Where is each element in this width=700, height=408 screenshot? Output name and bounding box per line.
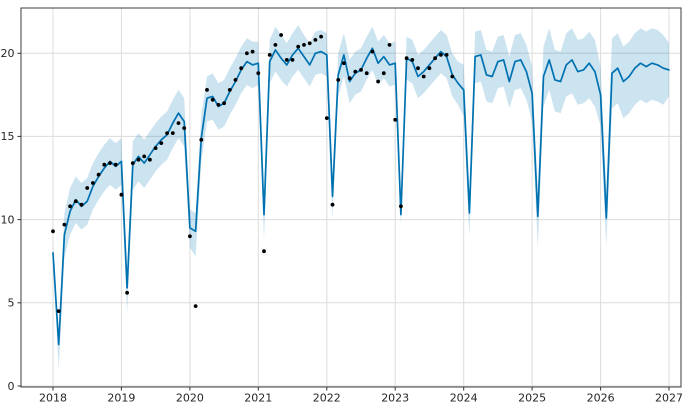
x-tick-label: 2023 <box>381 392 409 405</box>
plot-frame <box>20 7 682 388</box>
observed-point <box>188 234 192 239</box>
observed-point <box>296 44 301 49</box>
observed-point <box>233 78 238 82</box>
observed-point <box>450 74 455 79</box>
observed-point <box>444 53 449 57</box>
observed-point <box>284 58 289 62</box>
observed-point <box>153 146 158 151</box>
observed-point <box>399 204 403 209</box>
observed-point <box>239 66 244 71</box>
observed-point <box>176 121 181 125</box>
observed-point <box>79 202 84 207</box>
observed-point <box>136 157 141 162</box>
observed-point <box>330 202 335 207</box>
observed-point <box>302 43 306 47</box>
observed-point <box>193 304 198 308</box>
observed-point <box>73 199 78 204</box>
observed-point <box>102 162 107 167</box>
observed-point <box>222 101 227 106</box>
observed-point <box>210 97 215 102</box>
observed-point <box>91 181 95 185</box>
observed-point <box>313 38 318 42</box>
observed-point <box>273 43 278 47</box>
y-tick-label: 0 <box>8 380 15 393</box>
observed-point <box>216 102 221 107</box>
x-tick-label: 2019 <box>107 392 135 405</box>
observed-point <box>130 161 135 166</box>
y-tick-label: 10 <box>1 213 15 226</box>
x-tick-label: 2026 <box>587 392 615 405</box>
observed-point <box>56 309 61 313</box>
observed-point <box>96 172 101 177</box>
observed-point <box>336 78 341 82</box>
observed-point <box>319 34 323 39</box>
x-tick-label: 2027 <box>655 392 683 405</box>
observed-point <box>148 157 152 162</box>
observed-point <box>433 56 437 61</box>
observed-point <box>376 79 380 84</box>
observed-point <box>113 162 118 167</box>
observed-point <box>393 117 398 122</box>
observed-point <box>199 137 204 142</box>
observed-point <box>262 249 266 254</box>
observed-point <box>125 290 129 295</box>
observed-point <box>416 66 420 71</box>
observed-point <box>119 192 124 197</box>
observed-point <box>404 56 409 61</box>
observed-point <box>410 58 415 62</box>
observed-point <box>108 161 112 166</box>
observed-point <box>142 154 147 159</box>
observed-point <box>62 222 67 227</box>
observed-point <box>290 58 295 62</box>
observed-point <box>359 68 363 72</box>
observed-point <box>347 76 352 81</box>
observed-point <box>439 53 443 57</box>
observed-point <box>427 66 432 71</box>
observed-point <box>159 141 164 146</box>
observed-point <box>353 69 358 74</box>
observed-point <box>85 186 90 190</box>
observed-point <box>279 33 283 37</box>
observed-point <box>256 71 261 76</box>
observed-point <box>245 51 249 56</box>
y-tick-label: 5 <box>8 297 15 310</box>
y-tick-label: 15 <box>1 130 15 143</box>
observed-point <box>182 126 187 130</box>
observed-point <box>267 53 272 57</box>
observed-point <box>387 43 392 47</box>
x-tick-label: 2024 <box>450 392 478 405</box>
observed-point <box>370 49 375 54</box>
x-tick-label: 2021 <box>244 392 272 405</box>
observed-point <box>381 71 386 76</box>
observed-point <box>170 131 175 136</box>
x-tick-label: 2022 <box>313 392 341 405</box>
x-tick-label: 2018 <box>39 392 67 405</box>
observed-point <box>68 204 72 209</box>
observed-point <box>205 88 209 92</box>
observed-point <box>307 41 312 46</box>
y-tick-label: 20 <box>1 47 15 60</box>
observed-point <box>342 61 346 66</box>
observed-point <box>421 74 426 79</box>
x-tick-label: 2025 <box>518 392 546 405</box>
observed-point <box>227 88 232 92</box>
uncertainty-band <box>53 25 669 370</box>
observed-point <box>364 71 369 76</box>
observed-point <box>324 116 329 120</box>
observed-point <box>250 49 255 54</box>
observed-point <box>165 131 170 136</box>
observed-point <box>51 229 55 234</box>
x-tick-label: 2020 <box>176 392 204 405</box>
